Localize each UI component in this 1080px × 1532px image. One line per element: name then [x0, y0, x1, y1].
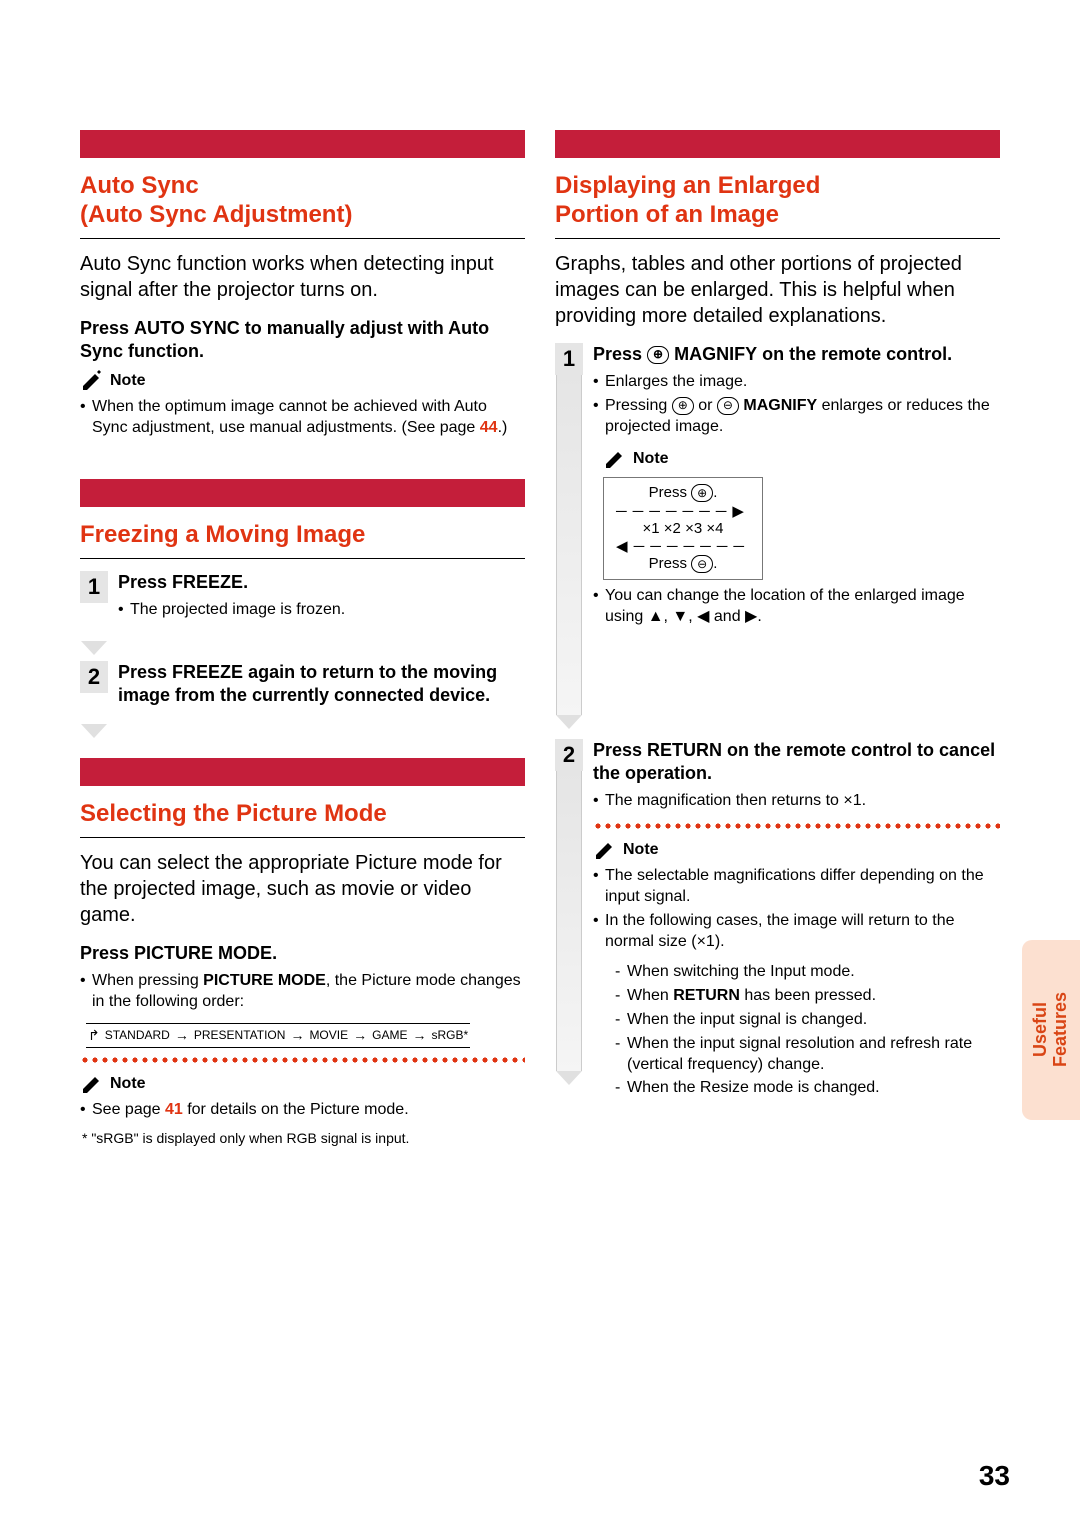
note-item: When the optimum image cannot be achieve… [80, 397, 525, 439]
picture-mode-instruction: Press PICTURE MODE. [80, 942, 525, 965]
step-arrow-icon [556, 715, 582, 729]
note-sub-item: When RETURN has been pressed. [615, 986, 1000, 1007]
note-item: The selectable magnifications differ dep… [593, 866, 1000, 908]
step-arrow-icon [556, 1071, 582, 1085]
pencil-icon [603, 447, 627, 471]
step-connector [80, 641, 108, 655]
magnify-note: Note Press ⊕. ───────▶ ×1 ×2 ×3 ×4 ◀────… [603, 447, 1000, 580]
magnify-minus-icon: ⊖ [691, 555, 713, 573]
side-tab-label: Useful Features [1031, 992, 1071, 1067]
auto-sync-title: Auto Sync (Auto Sync Adjustment) [80, 172, 525, 230]
freeze-step-1: 1 Press FREEZE. The projected image is f… [80, 571, 525, 631]
step-number: 2 [555, 739, 583, 771]
step-number: 1 [80, 571, 108, 603]
magnify-minus-icon: ⊖ [717, 397, 739, 415]
magnify-note-2: Note The selectable magnifications diffe… [593, 838, 1000, 1099]
side-tab: Useful Features [1022, 940, 1080, 1120]
page-number: 33 [979, 1460, 1010, 1492]
note-sub-item: When the input signal is changed. [615, 1010, 1000, 1031]
step-connector [80, 724, 108, 738]
step-rail [556, 375, 582, 715]
pencil-icon [80, 369, 104, 393]
picture-mode-body: You can select the appropriate Picture m… [80, 850, 525, 928]
freeze-step-2: 2 Press FREEZE again to return to the mo… [80, 661, 525, 714]
step-bullet: You can change the location of the enlar… [593, 586, 1000, 628]
picture-mode-note: Note See page 41 for details on the Pict… [80, 1072, 525, 1121]
step-bullet: Enlarges the image. [593, 372, 1000, 393]
magnify-plus-icon: ⊕ [691, 484, 713, 502]
divider [80, 238, 525, 239]
divider [80, 558, 525, 559]
magnify-body: Graphs, tables and other portions of pro… [555, 251, 1000, 329]
step-bullet: Pressing ⊕ or ⊖ MAGNIFY enlarges or redu… [593, 396, 1000, 438]
auto-sync-note: Note When the optimum image cannot be ac… [80, 369, 525, 439]
picture-mode-title: Selecting the Picture Mode [80, 800, 525, 829]
note-item: In the following cases, the image will r… [593, 911, 1000, 953]
auto-sync-body: Auto Sync function works when detecting … [80, 251, 525, 303]
dotted-divider [593, 822, 1000, 830]
divider [80, 837, 525, 838]
step-number: 1 [555, 343, 583, 375]
left-column: Auto Sync (Auto Sync Adjustment) Auto Sy… [80, 130, 525, 1146]
note-label: Note [623, 841, 659, 859]
page-content: Auto Sync (Auto Sync Adjustment) Auto Sy… [0, 0, 1080, 1196]
srgb-footnote: * "sRGB" is displayed only when RGB sign… [80, 1130, 525, 1146]
picture-mode-chain: STANDARD PRESENTATION MOVIE GAME sRGB* [86, 1023, 470, 1048]
magnify-title: Displaying an Enlarged Portion of an Ima… [555, 172, 1000, 230]
note-label: Note [110, 372, 146, 390]
magnify-step-1: 1 Press ⊕ MAGNIFY on the remote control.… [555, 343, 1000, 729]
note-label: Note [633, 450, 669, 468]
section-bar [80, 758, 525, 786]
dotted-divider [80, 1056, 525, 1064]
section-bar [80, 130, 525, 158]
note-sub-item: When the input signal resolution and ref… [615, 1034, 1000, 1076]
picture-mode-bullet: When pressing PICTURE MODE, the Picture … [80, 971, 525, 1013]
divider [555, 238, 1000, 239]
note-item: See page 41 for details on the Picture m… [80, 1100, 525, 1121]
pencil-icon [80, 1072, 104, 1096]
step-bullet: The magnification then returns to ×1. [593, 791, 1000, 812]
note-label: Note [110, 1075, 146, 1093]
magnify-step-2: 2 Press RETURN on the remote control to … [555, 739, 1000, 1110]
magnification-diagram: Press ⊕. ───────▶ ×1 ×2 ×3 ×4 ◀─────── P… [603, 477, 763, 580]
section-bar [555, 130, 1000, 158]
step-bullet: The projected image is frozen. [118, 600, 525, 621]
auto-sync-instruction: Press AUTO SYNC to manually adjust with … [80, 317, 525, 364]
note-sub-item: When switching the Input mode. [615, 962, 1000, 983]
note-sub-item: When the Resize mode is changed. [615, 1078, 1000, 1099]
right-column: Displaying an Enlarged Portion of an Ima… [555, 130, 1000, 1146]
magnify-plus-icon: ⊕ [672, 397, 694, 415]
magnify-plus-icon: ⊕ [647, 346, 669, 364]
step-number: 2 [80, 661, 108, 693]
section-bar [80, 479, 525, 507]
pencil-icon [593, 838, 617, 862]
step-rail [556, 771, 582, 1071]
freeze-title: Freezing a Moving Image [80, 521, 525, 550]
